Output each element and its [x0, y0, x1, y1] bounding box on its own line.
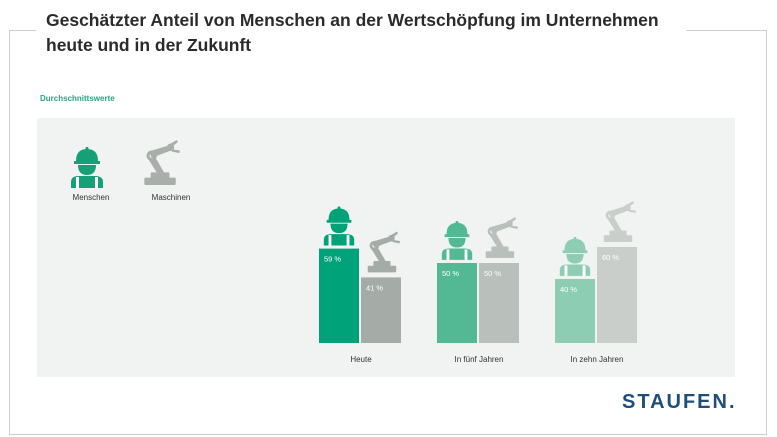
category-label-zehn-jahre: In zehn Jahren — [571, 355, 624, 364]
staufen-logo: STAUFEN. — [622, 391, 737, 413]
value-label-maschinen-fuenf-jahre: 50 % — [484, 269, 501, 278]
category-label-heute: Heute — [350, 355, 372, 364]
value-label-menschen-heute: 59 % — [324, 255, 341, 264]
chart-title: Geschätzter Anteil von Menschen an der W… — [46, 10, 659, 55]
bar-maschinen-heute — [361, 277, 401, 343]
value-label-maschinen-zehn-jahre: 60 % — [602, 253, 619, 262]
category-label-fuenf-jahre: In fünf Jahren — [455, 355, 504, 364]
worker-icon-zehn-jahre — [559, 236, 591, 276]
worker-icon-fuenf-jahre — [441, 220, 473, 260]
value-label-maschinen-heute: 41 % — [366, 283, 383, 292]
worker-icon-heute — [323, 206, 355, 246]
legend-robot-icon — [144, 140, 180, 185]
bar-maschinen-zehn-jahre — [597, 247, 637, 343]
bar-maschinen-fuenf-jahre — [479, 263, 519, 343]
title-background — [36, 0, 686, 60]
bar-menschen-fuenf-jahre — [437, 263, 477, 343]
value-label-menschen-fuenf-jahre: 50 % — [442, 269, 459, 278]
chart-subtitle: Durchschnittswerte — [40, 94, 115, 103]
legend-label-machines: Maschinen — [152, 193, 191, 202]
robot-icon-heute — [367, 231, 400, 273]
legend-label-humans: Menschen — [73, 193, 110, 202]
bar-menschen-zehn-jahre — [555, 279, 595, 343]
value-label-menschen-zehn-jahre: 40 % — [560, 285, 577, 294]
legend-worker-icon — [71, 147, 103, 188]
bar-menschen-heute — [319, 248, 359, 343]
robot-icon-fuenf-jahre — [485, 217, 518, 258]
robot-icon-zehn-jahre — [603, 201, 636, 242]
